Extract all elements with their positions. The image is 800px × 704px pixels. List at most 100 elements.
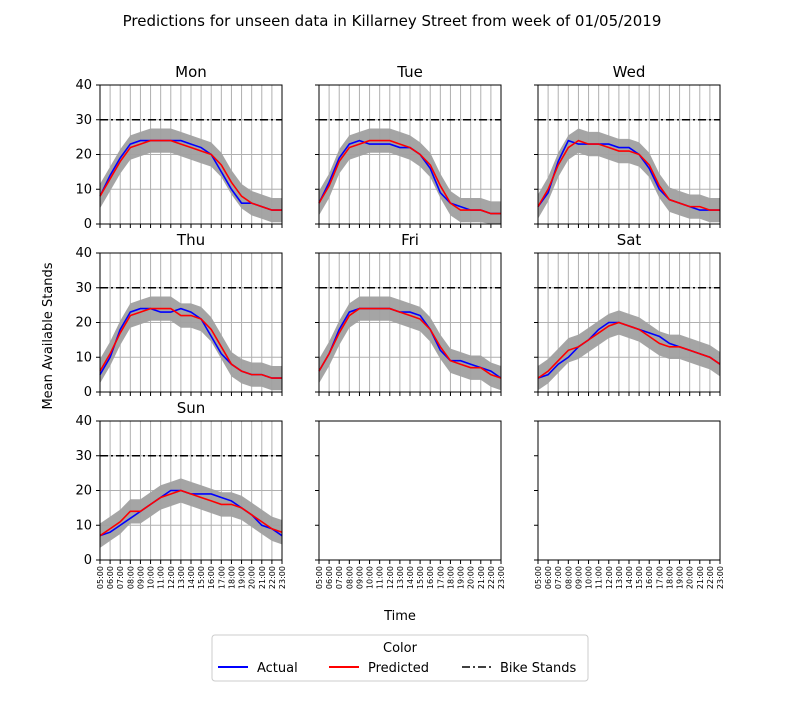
x-tick-label: 07:00 xyxy=(335,566,344,589)
y-tick-label: 40 xyxy=(75,414,92,429)
y-tick-label: 40 xyxy=(75,78,92,93)
predicted-line xyxy=(99,139,282,211)
confidence-band xyxy=(538,128,720,223)
x-tick-label: 18:00 xyxy=(665,566,674,589)
predicted-line xyxy=(318,307,502,379)
panel-7: 05:00 06:00 07:00 08:00 09:00 10:00 11:00 12:00… xyxy=(315,420,506,589)
x-tick-label: 13:00 xyxy=(615,566,624,589)
panel-3: Thu 0 10 20 30 40 xyxy=(75,231,283,400)
panel-5: Sat xyxy=(534,231,721,396)
x-tick-label: 05:00 xyxy=(96,566,105,589)
actual-line xyxy=(318,307,502,379)
x-tick-label: 15:00 xyxy=(416,566,425,589)
legend-box xyxy=(211,634,589,682)
x-tick-label: 13:00 xyxy=(396,566,405,589)
x-tick-label: 08:00 xyxy=(126,566,135,589)
panel-title: Tue xyxy=(396,63,423,81)
confidence-band xyxy=(100,478,282,548)
x-tick-label: 06:00 xyxy=(106,566,115,589)
panel-title: Sun xyxy=(177,399,206,417)
x-tick-label: 08:00 xyxy=(345,566,354,589)
x-tick-label: 09:00 xyxy=(574,566,583,589)
confidence-band xyxy=(319,296,501,391)
predicted-line xyxy=(318,139,501,215)
x-tick-label: 14:00 xyxy=(187,566,196,589)
x-tick-label: 07:00 xyxy=(116,566,125,589)
x-tick-label: 20:00 xyxy=(686,566,695,589)
predicted-line xyxy=(99,489,283,537)
predicted-line xyxy=(537,139,720,211)
y-tick-label: 30 xyxy=(75,281,92,296)
panel-title: Fri xyxy=(401,231,419,249)
legend: Color Actual Predicted Bike Stands xyxy=(211,634,589,682)
y-tick-label: 30 xyxy=(75,449,92,464)
panel-2: Wed xyxy=(534,63,721,228)
y-tick-label: 10 xyxy=(75,518,92,533)
figure-title: Predictions for unseen data in Killarney… xyxy=(123,12,662,30)
x-tick-label: 23:00 xyxy=(716,566,725,589)
y-tick-label: 0 xyxy=(84,385,92,400)
legend-title: Color xyxy=(383,641,418,656)
x-tick-label: 22:00 xyxy=(268,566,277,589)
panel-frame xyxy=(537,420,721,561)
x-tick-label: 12:00 xyxy=(605,566,614,589)
y-tick-label: 20 xyxy=(75,148,92,163)
x-tick-label: 15:00 xyxy=(197,566,206,589)
y-tick-label: 0 xyxy=(84,553,92,568)
x-tick-label: 05:00 xyxy=(534,566,543,589)
x-tick-label: 09:00 xyxy=(355,566,364,589)
confidence-band xyxy=(319,128,501,224)
y-axis-label: Mean Available Stands xyxy=(41,262,56,409)
x-tick-label: 05:00 xyxy=(315,566,324,589)
x-tick-label: 16:00 xyxy=(645,566,654,589)
legend-predicted-label: Predicted xyxy=(368,661,429,676)
x-tick-label: 17:00 xyxy=(655,566,664,589)
x-tick-label: 07:00 xyxy=(554,566,563,589)
x-tick-label: 11:00 xyxy=(595,566,604,589)
predicted-line xyxy=(537,321,721,379)
x-tick-label: 19:00 xyxy=(457,566,466,589)
x-tick-label: 18:00 xyxy=(227,566,236,589)
panel-title: Thu xyxy=(176,231,205,249)
x-tick-label: 14:00 xyxy=(625,566,634,589)
x-tick-label: 22:00 xyxy=(487,566,496,589)
confidence-band xyxy=(100,128,282,223)
x-tick-label: 21:00 xyxy=(258,566,267,589)
y-tick-label: 20 xyxy=(75,316,92,331)
x-tick-label: 23:00 xyxy=(278,566,287,589)
panel-6: Sun 0 10 20 30 40 05:00 06:00 07:00 08:00 09:00 10:… xyxy=(75,399,287,589)
panel-title: Wed xyxy=(613,63,646,81)
x-tick-label: 18:00 xyxy=(446,566,455,589)
panel-4: Fri xyxy=(315,231,502,396)
x-tick-label: 17:00 xyxy=(436,566,445,589)
legend-actual-label: Actual xyxy=(257,661,298,676)
y-tick-label: 0 xyxy=(84,217,92,232)
x-tick-label: 19:00 xyxy=(676,566,685,589)
x-tick-label: 06:00 xyxy=(325,566,334,589)
y-tick-label: 40 xyxy=(75,246,92,261)
x-tick-label: 11:00 xyxy=(157,566,166,589)
predicted-line xyxy=(99,307,282,379)
x-tick-label: 10:00 xyxy=(585,566,594,589)
x-tick-label: 10:00 xyxy=(366,566,375,589)
x-tick-label: 11:00 xyxy=(376,566,385,589)
x-tick-label: 15:00 xyxy=(635,566,644,589)
x-tick-label: 12:00 xyxy=(167,566,176,589)
x-tick-label: 10:00 xyxy=(147,566,156,589)
panel-title: Sat xyxy=(617,231,642,249)
x-tick-label: 20:00 xyxy=(248,566,257,589)
x-tick-label: 14:00 xyxy=(406,566,415,589)
x-tick-label: 16:00 xyxy=(426,566,435,589)
panel-title: Mon xyxy=(175,63,207,81)
panel-8: 05:00 06:00 07:00 08:00 09:00 10:00 11:00 12:00… xyxy=(534,420,725,589)
x-tick-label: 21:00 xyxy=(477,566,486,589)
y-tick-label: 10 xyxy=(75,350,92,365)
x-tick-label: 16:00 xyxy=(207,566,216,589)
x-tick-label: 22:00 xyxy=(706,566,715,589)
x-tick-label: 21:00 xyxy=(696,566,705,589)
x-tick-label: 23:00 xyxy=(497,566,506,589)
y-tick-label: 20 xyxy=(75,484,92,499)
x-tick-label: 17:00 xyxy=(217,566,226,589)
legend-bike-stands-label: Bike Stands xyxy=(500,661,577,676)
